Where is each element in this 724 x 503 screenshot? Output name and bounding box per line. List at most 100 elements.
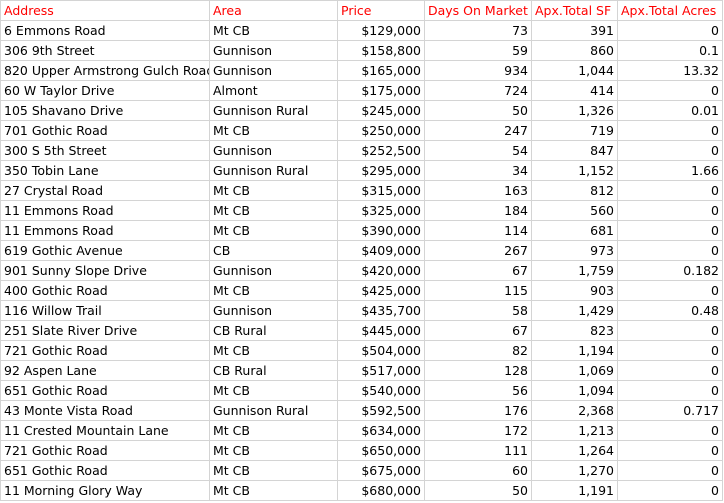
cell-price[interactable]: $158,800 bbox=[337, 40, 425, 61]
cell-area[interactable]: Gunnison bbox=[209, 300, 338, 321]
cell-area[interactable]: Mt CB bbox=[209, 340, 338, 361]
cell-days-on-market[interactable]: 724 bbox=[424, 80, 532, 101]
cell-price[interactable]: $325,000 bbox=[337, 200, 425, 221]
cell-days-on-market[interactable]: 54 bbox=[424, 140, 532, 161]
cell-address[interactable]: 92 Aspen Lane bbox=[0, 360, 210, 381]
cell-area[interactable]: Mt CB bbox=[209, 440, 338, 461]
cell-address[interactable]: 721 Gothic Road bbox=[0, 340, 210, 361]
cell-price[interactable]: $409,000 bbox=[337, 240, 425, 261]
cell-total-acres[interactable]: 0 bbox=[617, 280, 723, 301]
cell-price[interactable]: $165,000 bbox=[337, 60, 425, 81]
cell-price[interactable]: $252,500 bbox=[337, 140, 425, 161]
cell-days-on-market[interactable]: 56 bbox=[424, 380, 532, 401]
cell-address[interactable]: 43 Monte Vista Road bbox=[0, 400, 210, 421]
cell-price[interactable]: $540,000 bbox=[337, 380, 425, 401]
cell-address[interactable]: 820 Upper Armstrong Gulch Road bbox=[0, 60, 210, 81]
cell-days-on-market[interactable]: 111 bbox=[424, 440, 532, 461]
cell-total-sf[interactable]: 1,094 bbox=[531, 380, 618, 401]
cell-area[interactable]: Mt CB bbox=[209, 380, 338, 401]
cell-address[interactable]: 11 Emmons Road bbox=[0, 220, 210, 241]
cell-area[interactable]: Gunnison Rural bbox=[209, 400, 338, 421]
cell-address[interactable]: 306 9th Street bbox=[0, 40, 210, 61]
cell-address[interactable]: 651 Gothic Road bbox=[0, 380, 210, 401]
cell-price[interactable]: $592,500 bbox=[337, 400, 425, 421]
cell-price[interactable]: $650,000 bbox=[337, 440, 425, 461]
cell-area[interactable]: Mt CB bbox=[209, 280, 338, 301]
header-price[interactable]: Price bbox=[337, 0, 425, 21]
cell-days-on-market[interactable]: 82 bbox=[424, 340, 532, 361]
cell-total-acres[interactable]: 1.66 bbox=[617, 160, 723, 181]
cell-days-on-market[interactable]: 934 bbox=[424, 60, 532, 81]
cell-address[interactable]: 400 Gothic Road bbox=[0, 280, 210, 301]
cell-total-acres[interactable]: 0 bbox=[617, 120, 723, 141]
cell-total-sf[interactable]: 812 bbox=[531, 180, 618, 201]
cell-total-sf[interactable]: 719 bbox=[531, 120, 618, 141]
cell-area[interactable]: Mt CB bbox=[209, 480, 338, 501]
cell-days-on-market[interactable]: 115 bbox=[424, 280, 532, 301]
header-total-acres[interactable]: Apx.Total Acres bbox=[617, 0, 723, 21]
cell-address[interactable]: 6 Emmons Road bbox=[0, 20, 210, 41]
cell-price[interactable]: $295,000 bbox=[337, 160, 425, 181]
cell-address[interactable]: 300 S 5th Street bbox=[0, 140, 210, 161]
cell-days-on-market[interactable]: 50 bbox=[424, 100, 532, 121]
cell-total-acres[interactable]: 0 bbox=[617, 380, 723, 401]
cell-total-acres[interactable]: 0.182 bbox=[617, 260, 723, 281]
cell-address[interactable]: 11 Emmons Road bbox=[0, 200, 210, 221]
cell-total-acres[interactable]: 0 bbox=[617, 440, 723, 461]
cell-price[interactable]: $675,000 bbox=[337, 460, 425, 481]
cell-total-acres[interactable]: 0.1 bbox=[617, 40, 723, 61]
cell-total-sf[interactable]: 903 bbox=[531, 280, 618, 301]
cell-address[interactable]: 27 Crystal Road bbox=[0, 180, 210, 201]
cell-days-on-market[interactable]: 184 bbox=[424, 200, 532, 221]
cell-total-acres[interactable]: 0 bbox=[617, 460, 723, 481]
cell-address[interactable]: 901 Sunny Slope Drive bbox=[0, 260, 210, 281]
cell-price[interactable]: $420,000 bbox=[337, 260, 425, 281]
cell-area[interactable]: Gunnison Rural bbox=[209, 160, 338, 181]
cell-days-on-market[interactable]: 128 bbox=[424, 360, 532, 381]
cell-total-sf[interactable]: 1,152 bbox=[531, 160, 618, 181]
cell-total-acres[interactable]: 0 bbox=[617, 420, 723, 441]
cell-days-on-market[interactable]: 59 bbox=[424, 40, 532, 61]
cell-total-acres[interactable]: 0.48 bbox=[617, 300, 723, 321]
cell-price[interactable]: $245,000 bbox=[337, 100, 425, 121]
cell-total-sf[interactable]: 681 bbox=[531, 220, 618, 241]
cell-total-acres[interactable]: 0 bbox=[617, 180, 723, 201]
cell-total-sf[interactable]: 1,429 bbox=[531, 300, 618, 321]
cell-total-acres[interactable]: 0 bbox=[617, 220, 723, 241]
cell-total-sf[interactable]: 1,326 bbox=[531, 100, 618, 121]
cell-price[interactable]: $250,000 bbox=[337, 120, 425, 141]
cell-total-acres[interactable]: 0.717 bbox=[617, 400, 723, 421]
cell-area[interactable]: Mt CB bbox=[209, 220, 338, 241]
cell-total-sf[interactable]: 1,264 bbox=[531, 440, 618, 461]
cell-price[interactable]: $390,000 bbox=[337, 220, 425, 241]
cell-price[interactable]: $504,000 bbox=[337, 340, 425, 361]
cell-total-acres[interactable]: 0 bbox=[617, 140, 723, 161]
cell-price[interactable]: $435,700 bbox=[337, 300, 425, 321]
cell-address[interactable]: 701 Gothic Road bbox=[0, 120, 210, 141]
cell-total-sf[interactable]: 391 bbox=[531, 20, 618, 41]
cell-days-on-market[interactable]: 267 bbox=[424, 240, 532, 261]
cell-price[interactable]: $445,000 bbox=[337, 320, 425, 341]
cell-price[interactable]: $315,000 bbox=[337, 180, 425, 201]
cell-area[interactable]: Mt CB bbox=[209, 180, 338, 201]
header-area[interactable]: Area bbox=[209, 0, 338, 21]
cell-days-on-market[interactable]: 247 bbox=[424, 120, 532, 141]
cell-area[interactable]: Mt CB bbox=[209, 120, 338, 141]
cell-area[interactable]: Gunnison bbox=[209, 60, 338, 81]
cell-days-on-market[interactable]: 172 bbox=[424, 420, 532, 441]
cell-total-sf[interactable]: 973 bbox=[531, 240, 618, 261]
cell-days-on-market[interactable]: 67 bbox=[424, 320, 532, 341]
cell-total-acres[interactable]: 0 bbox=[617, 200, 723, 221]
cell-total-sf[interactable]: 1,069 bbox=[531, 360, 618, 381]
cell-price[interactable]: $517,000 bbox=[337, 360, 425, 381]
header-address[interactable]: Address bbox=[0, 0, 210, 21]
cell-total-acres[interactable]: 0 bbox=[617, 320, 723, 341]
cell-area[interactable]: Almont bbox=[209, 80, 338, 101]
cell-area[interactable]: Mt CB bbox=[209, 20, 338, 41]
cell-price[interactable]: $634,000 bbox=[337, 420, 425, 441]
cell-days-on-market[interactable]: 50 bbox=[424, 480, 532, 501]
cell-area[interactable]: CB Rural bbox=[209, 320, 338, 341]
cell-address[interactable]: 251 Slate River Drive bbox=[0, 320, 210, 341]
cell-area[interactable]: CB bbox=[209, 240, 338, 261]
header-total-sf[interactable]: Apx.Total SF bbox=[531, 0, 618, 21]
